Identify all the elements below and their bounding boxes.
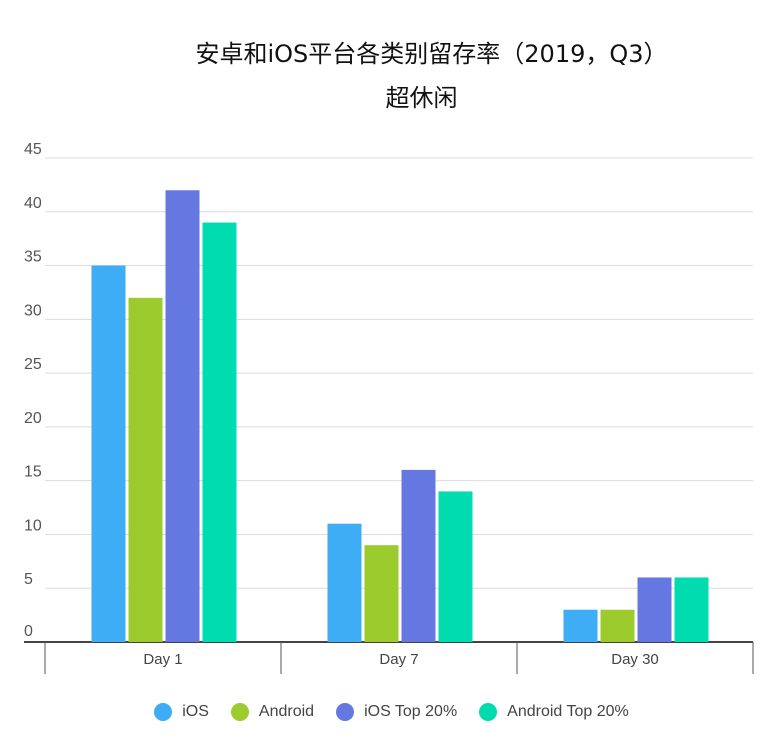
chart-subtitle: 超休闲 xyxy=(385,84,458,112)
legend-marker xyxy=(479,703,498,721)
y-tick-label: 45 xyxy=(24,141,42,158)
bar-android-day-7 xyxy=(364,545,399,642)
legend-marker xyxy=(230,703,249,721)
bar-ios-top-20--day-7 xyxy=(401,469,436,642)
legend-label: iOS Top 20% xyxy=(364,703,458,720)
y-tick-label: 10 xyxy=(24,517,42,534)
legend-marker xyxy=(336,703,355,721)
bar-android-top-20--day-1 xyxy=(202,222,237,643)
chart-title: 安卓和iOS平台各类别留存率（2019，Q3） xyxy=(195,40,668,68)
bar-android-day-30 xyxy=(600,609,635,642)
y-tick-label: 40 xyxy=(24,195,42,212)
chart-legend: iOS Android iOS Top 20% Android Top 20% xyxy=(0,703,783,721)
y-tick-label: 30 xyxy=(24,302,42,319)
y-tick-label: 0 xyxy=(24,623,33,640)
y-tick-label: 15 xyxy=(24,464,42,481)
y-tick-label: 25 xyxy=(24,356,42,373)
y-tick-label: 20 xyxy=(24,410,42,427)
bar-android-top-20--day-30 xyxy=(674,577,709,642)
legend-item[interactable]: Android Top 20% xyxy=(479,703,629,721)
bar-android-top-20--day-7 xyxy=(438,491,473,642)
bar-ios-day-7 xyxy=(327,523,362,642)
legend-label: Android xyxy=(258,703,315,720)
bar-ios-top-20--day-1 xyxy=(165,190,200,642)
x-category-label: Day 1 xyxy=(143,651,182,668)
y-tick-label: 5 xyxy=(24,571,33,588)
legend-label: iOS xyxy=(182,703,209,720)
y-tick-label: 35 xyxy=(24,249,42,266)
bar-ios-top-20--day-30 xyxy=(637,577,672,642)
legend-item[interactable]: iOS xyxy=(154,703,209,721)
bar-android-day-1 xyxy=(128,297,163,642)
bar-ios-day-30 xyxy=(563,609,598,642)
legend-marker xyxy=(154,703,173,721)
legend-item[interactable]: Android xyxy=(230,703,315,721)
legend-label: Android Top 20% xyxy=(507,703,629,720)
bar-ios-day-1 xyxy=(91,265,126,642)
x-category-label: Day 30 xyxy=(611,651,659,668)
legend-item[interactable]: iOS Top 20% xyxy=(336,703,457,721)
bar-chart: 0 5 10 15 20 25 30 35 40 45 Day 1 Day 7 Day 30 xyxy=(24,141,754,674)
x-category-label: Day 7 xyxy=(379,651,418,668)
